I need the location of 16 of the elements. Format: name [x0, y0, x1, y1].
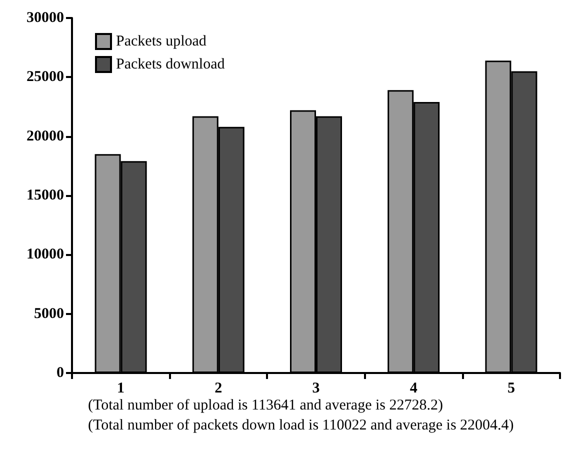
x-tick-label: 4 — [410, 380, 418, 396]
x-tick-label: 2 — [214, 380, 222, 396]
y-tick-label: 25000 — [26, 69, 64, 86]
y-tick-label: 15000 — [26, 188, 64, 204]
y-tick-label: 0 — [56, 365, 64, 381]
y-tick-label: 30000 — [26, 10, 64, 26]
y-tick-label: 10000 — [26, 246, 64, 263]
x-tick-label: 1 — [117, 380, 125, 396]
y-tick-label: 5000 — [34, 306, 64, 322]
x-tick-label: 3 — [312, 380, 320, 396]
legend-label: Packets upload — [116, 34, 207, 50]
text: (Total number of upload is 113641 and average is 22728.2) — [88, 398, 443, 414]
y-tick-label: 20000 — [26, 128, 64, 144]
x-tick-label: 5 — [507, 380, 515, 396]
legend-label: Packets download — [116, 56, 226, 72]
text: (Total number of packets down load is 110022 and average is 22004.4) — [88, 418, 514, 434]
